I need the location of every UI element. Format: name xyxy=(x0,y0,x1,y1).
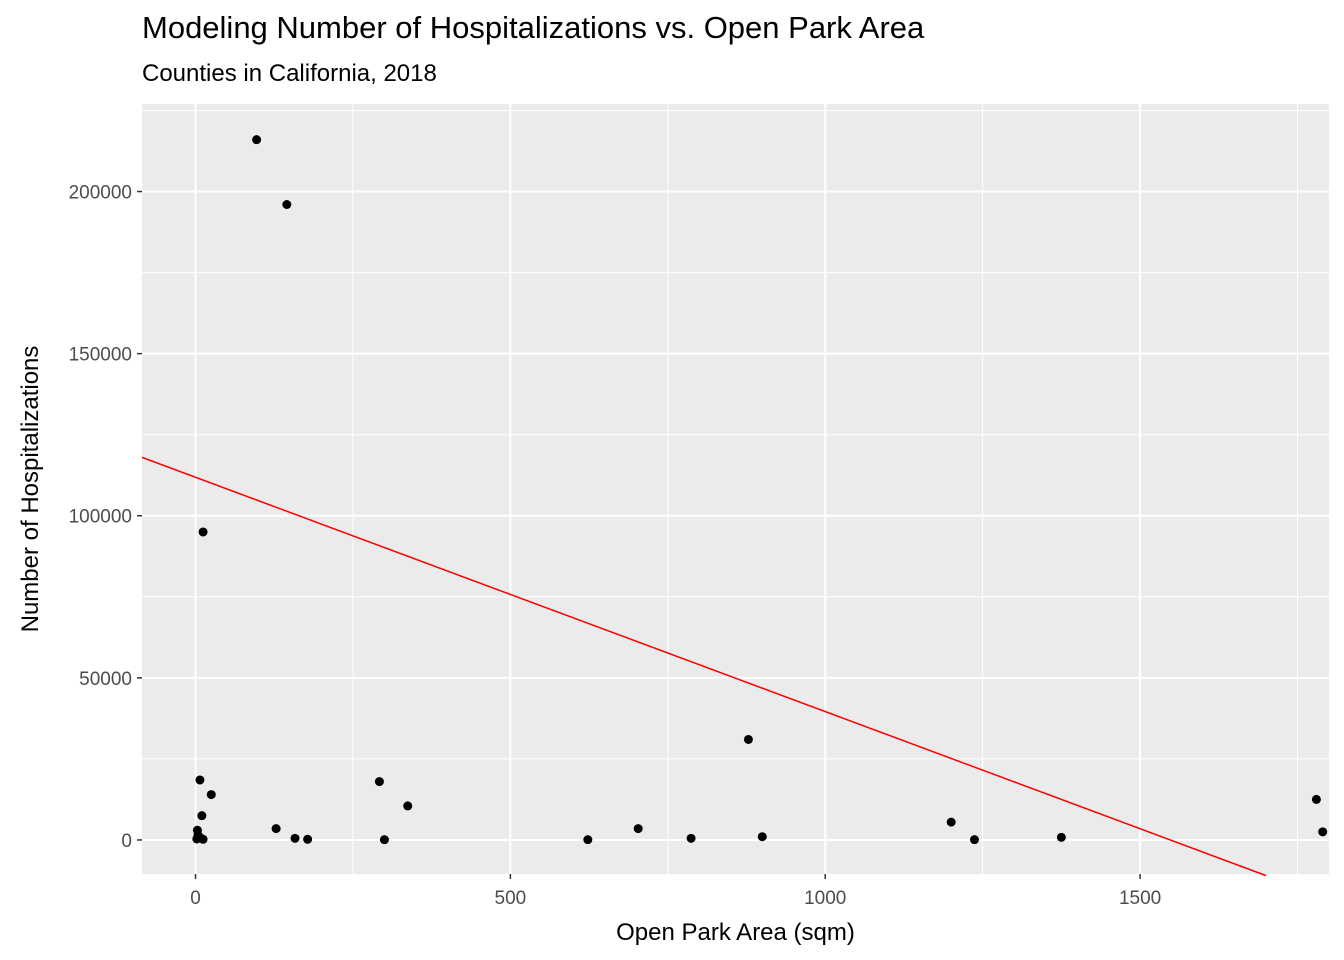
data-point xyxy=(946,817,956,827)
y-tick-label: 200000 xyxy=(69,183,132,204)
y-axis-title: Number of Hospitalizations xyxy=(17,346,44,633)
y-tick-label: 0 xyxy=(121,831,132,852)
x-axis-title: Open Park Area (sqm) xyxy=(616,919,855,946)
minor-gridlines xyxy=(142,104,1329,874)
data-point xyxy=(379,835,389,845)
data-point xyxy=(206,790,216,800)
data-point xyxy=(198,527,208,537)
data-point xyxy=(290,833,300,843)
x-tick-label: 1500 xyxy=(1119,888,1161,909)
data-point xyxy=(743,734,753,744)
y-axis-ticks: 0 50000 100000 150000 200000 xyxy=(69,183,142,852)
data-point xyxy=(633,824,643,834)
data-point xyxy=(303,834,313,844)
data-point xyxy=(1311,794,1321,804)
y-tick-label: 100000 xyxy=(69,507,132,528)
x-tick-label: 1000 xyxy=(804,888,846,909)
major-gridlines xyxy=(142,104,1329,874)
x-axis-ticks: 0 500 1000 1500 xyxy=(190,874,1161,909)
chart-subtitle: Counties in California, 2018 xyxy=(142,60,437,87)
data-point xyxy=(969,835,979,845)
data-points xyxy=(192,135,1328,845)
data-point xyxy=(197,811,207,821)
data-point xyxy=(252,135,262,145)
data-point xyxy=(195,775,205,785)
chart-title: Modeling Number of Hospitalizations vs. … xyxy=(142,10,925,45)
regression-line xyxy=(141,456,1267,877)
data-point xyxy=(282,200,292,210)
data-point xyxy=(403,801,413,811)
data-point xyxy=(757,832,767,842)
data-point xyxy=(374,777,384,787)
data-point xyxy=(1318,827,1328,837)
data-point xyxy=(1056,832,1066,842)
data-point xyxy=(271,824,281,834)
y-tick-label: 50000 xyxy=(79,669,132,690)
data-point xyxy=(686,833,696,843)
data-point xyxy=(583,835,593,845)
x-tick-label: 0 xyxy=(190,888,201,909)
y-tick-label: 150000 xyxy=(69,345,132,366)
plot-panel xyxy=(142,104,1329,874)
regression-line-group xyxy=(141,456,1267,877)
x-tick-label: 500 xyxy=(495,888,527,909)
data-point xyxy=(198,834,208,844)
